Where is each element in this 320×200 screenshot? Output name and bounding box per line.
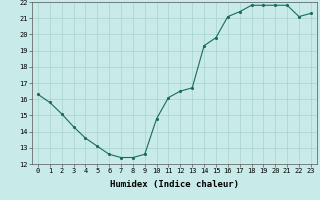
X-axis label: Humidex (Indice chaleur): Humidex (Indice chaleur) (110, 180, 239, 189)
